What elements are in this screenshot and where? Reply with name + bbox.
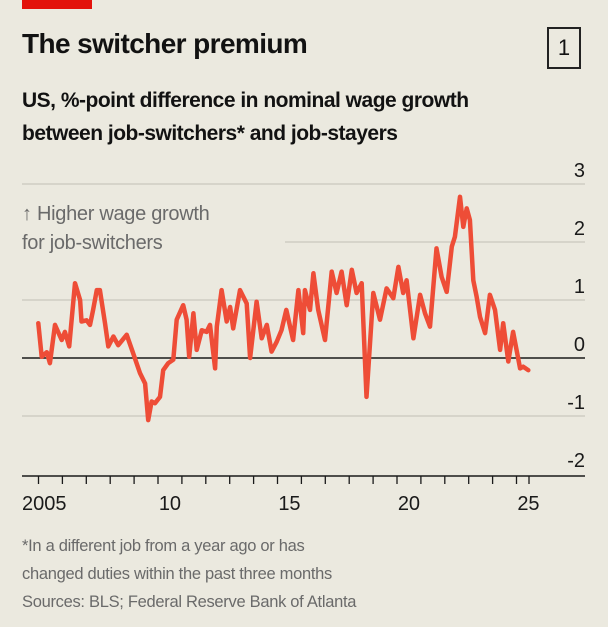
y-tick-label: 1 [574, 276, 585, 298]
series-line-switcher-premium [36, 194, 531, 423]
y-tick-label: 0 [574, 334, 585, 356]
chart-footnote: *In a different job from a year ago or h… [22, 532, 356, 616]
x-tick-label: 20 [398, 493, 420, 515]
brand-accent-bar [22, 0, 92, 9]
y-tick-label: -2 [567, 450, 585, 472]
footnote-line-2: changed duties within the past three mon… [22, 565, 332, 583]
footnote-line-1: *In a different job from a year ago or h… [22, 537, 305, 555]
y-tick-label: 2 [574, 218, 585, 240]
x-tick-label: 10 [159, 493, 181, 515]
y-tick-label: 3 [574, 160, 585, 182]
subtitle-line-1: US, %-point difference in nominal wage g… [22, 89, 469, 112]
chart-subtitle: US, %-point difference in nominal wage g… [22, 84, 602, 150]
annotation-line-1: ↑ Higher wage growth [22, 203, 210, 225]
annotation-line-2: for job-switchers [22, 232, 163, 254]
sources-note: Sources: BLS; Federal Reserve Bank of At… [22, 593, 357, 611]
x-tick-label: 2005 [22, 493, 67, 515]
chart-number-badge: 1 [547, 27, 581, 69]
chart-annotation: ↑ Higher wage growth for job-switchers [22, 200, 210, 258]
subtitle-line-2: between job-switchers* and job-stayers [22, 122, 398, 145]
chart-title: The switcher premium [22, 28, 308, 59]
y-tick-label: -1 [567, 392, 585, 414]
x-tick-label: 25 [517, 493, 539, 515]
x-tick-label: 15 [278, 493, 300, 515]
